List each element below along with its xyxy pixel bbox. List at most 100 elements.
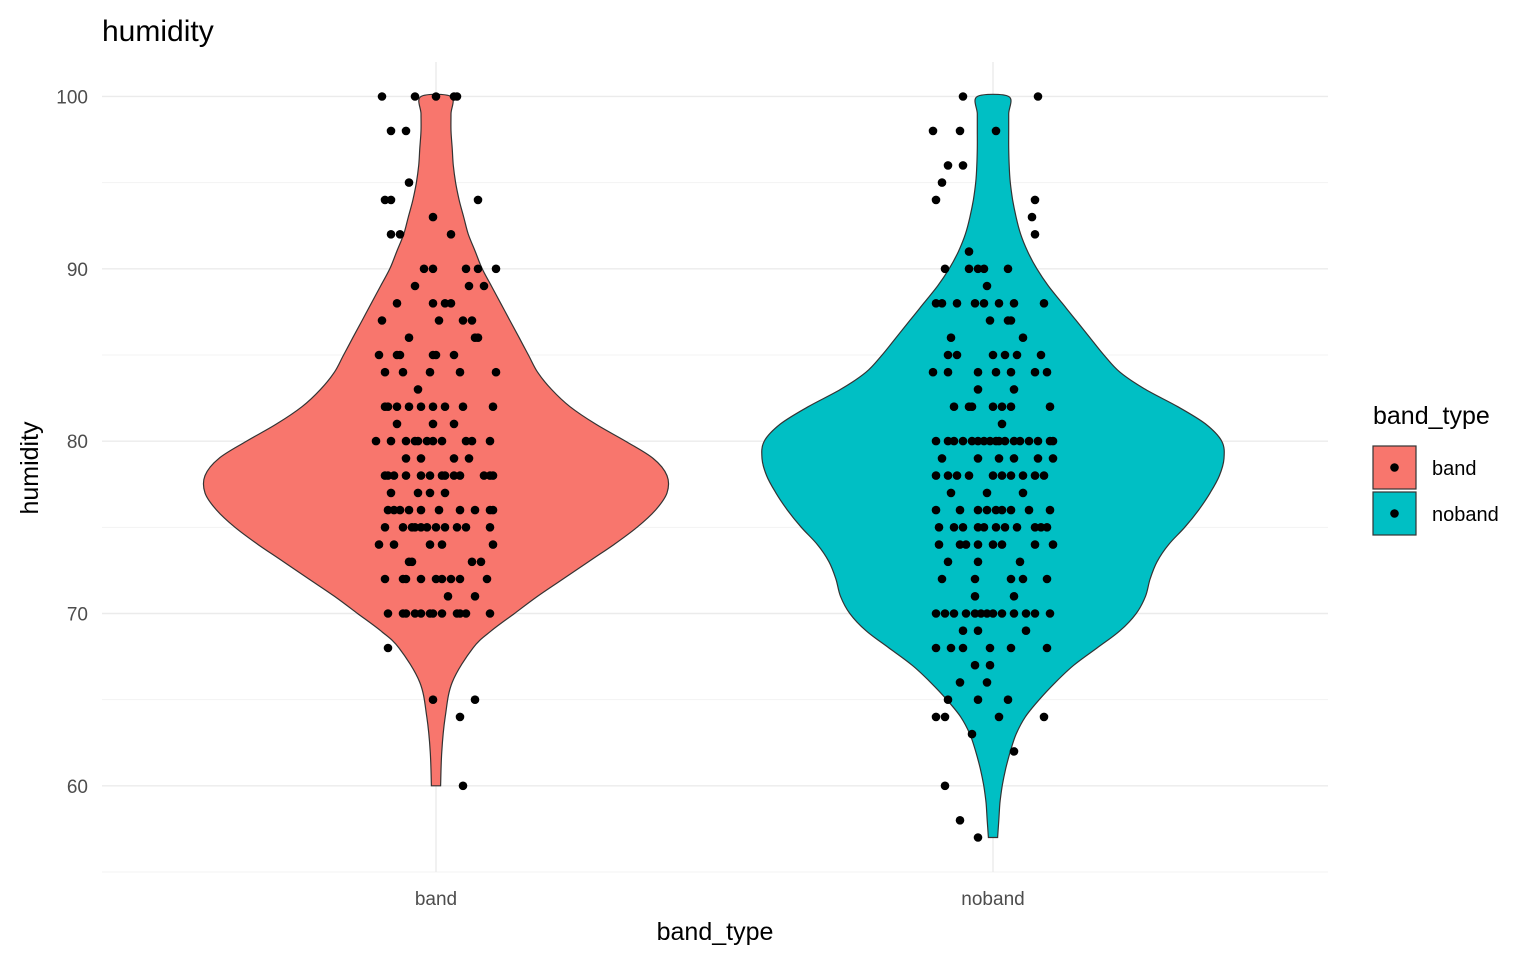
data-point-noband (994, 436, 1004, 446)
data-point-noband (1030, 367, 1040, 377)
data-point-noband (1009, 385, 1019, 394)
data-point-noband (1039, 299, 1049, 308)
data-point-noband (976, 609, 986, 618)
data-point-noband (970, 574, 980, 584)
data-point-band (386, 488, 396, 498)
data-point-band (452, 523, 462, 532)
data-point-band (470, 592, 480, 601)
data-point-noband (991, 505, 1001, 515)
data-point-noband (982, 505, 992, 515)
data-point-band (410, 523, 420, 532)
data-point-noband (997, 609, 1007, 618)
data-point-band (389, 471, 399, 480)
data-point-noband (994, 712, 1004, 722)
data-point-noband (1021, 609, 1031, 618)
data-point-band (455, 367, 465, 377)
data-point-band (437, 574, 447, 584)
data-point-noband (961, 540, 971, 549)
data-point-band (491, 264, 501, 274)
data-point-noband (985, 436, 995, 446)
data-point-noband (931, 436, 941, 446)
data-point-band (470, 695, 480, 704)
data-point-band (443, 592, 453, 601)
data-point-noband (1000, 350, 1010, 360)
data-point-noband (994, 454, 1004, 463)
data-point-noband (1009, 299, 1019, 308)
data-point-noband (1009, 609, 1019, 618)
data-point-noband (949, 436, 959, 446)
data-point-noband (940, 712, 950, 722)
data-point-band (485, 523, 495, 532)
data-point-band (425, 367, 435, 377)
data-point-band (482, 574, 492, 584)
data-point-noband (931, 609, 941, 618)
data-point-noband (964, 247, 974, 256)
data-point-noband (958, 643, 968, 653)
data-point-noband (955, 678, 965, 687)
data-point-noband (1045, 609, 1055, 618)
data-point-band (410, 281, 420, 291)
data-point-band (461, 436, 471, 446)
data-point-noband (973, 367, 983, 377)
data-point-noband (940, 781, 950, 791)
data-point-noband (943, 695, 953, 704)
data-point-noband (973, 454, 983, 463)
legend: band_type band noband (1372, 402, 1499, 536)
data-point-noband (988, 350, 998, 360)
data-point-band (467, 436, 477, 446)
data-point-band (407, 557, 417, 567)
data-point-noband (1015, 436, 1025, 446)
data-point-noband (991, 367, 1001, 377)
data-point-noband (1000, 436, 1010, 446)
data-point-band (386, 126, 396, 136)
data-point-band (377, 316, 387, 325)
data-point-noband (973, 505, 983, 515)
data-point-noband (940, 609, 950, 618)
data-point-band (437, 540, 447, 549)
data-point-noband (961, 609, 971, 618)
data-point-band (371, 436, 381, 446)
y-tick-label: 90 (67, 260, 88, 281)
data-point-noband (955, 540, 965, 549)
data-point-band (446, 299, 456, 308)
data-point-noband (1033, 92, 1043, 101)
data-point-noband (1027, 212, 1037, 222)
data-point-noband (997, 505, 1007, 515)
data-point-band (401, 436, 411, 446)
data-point-noband (958, 626, 968, 635)
data-point-noband (1009, 436, 1019, 446)
data-point-noband (1006, 574, 1016, 584)
data-point-noband (952, 471, 962, 480)
data-point-noband (982, 609, 992, 618)
data-point-noband (982, 678, 992, 687)
data-point-noband (1006, 471, 1016, 480)
data-point-band (425, 471, 435, 480)
data-point-band (467, 316, 477, 325)
data-point-noband (1006, 643, 1016, 653)
data-point-band (446, 574, 456, 584)
y-axis-ticks: 60 70 80 90 100 (56, 87, 88, 797)
data-point-band (434, 505, 444, 515)
data-point-noband (1006, 316, 1016, 325)
data-point-band (425, 488, 435, 498)
data-point-noband (979, 436, 989, 446)
data-point-band (488, 540, 498, 549)
data-point-band (392, 299, 402, 308)
data-point-band (389, 540, 399, 549)
data-point-noband (946, 643, 956, 653)
y-axis-title: humidity (16, 421, 44, 515)
data-point-noband (973, 540, 983, 549)
data-point-band (458, 781, 468, 791)
data-point-noband (985, 316, 995, 325)
data-point-band (455, 609, 465, 618)
data-point-noband (937, 574, 947, 584)
x-axis-title: band_type (657, 918, 774, 946)
data-point-band (437, 609, 447, 618)
data-point-band (431, 350, 441, 360)
data-point-noband (937, 178, 947, 187)
data-point-band (410, 92, 420, 101)
legend-title: band_type (1373, 402, 1490, 430)
data-point-band (392, 419, 402, 429)
data-point-band (416, 402, 426, 412)
data-point-band (416, 505, 426, 515)
